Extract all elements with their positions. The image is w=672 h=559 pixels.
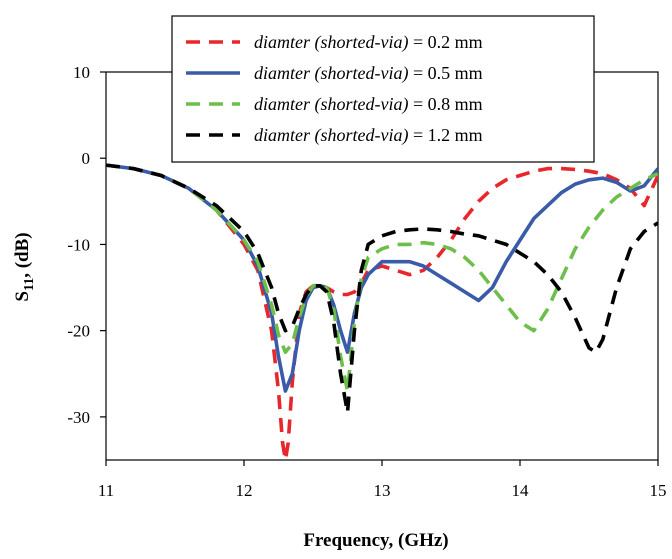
legend-label: diamter (shorted-via) = 0.8 mm: [254, 94, 483, 115]
x-tick-label: 11: [98, 481, 114, 500]
x-axis-title: Frequency, (GHz): [303, 530, 448, 551]
legend-label: diamter (shorted-via) = 1.2 mm: [254, 125, 483, 146]
y-axis-title-sub: 11: [22, 278, 37, 291]
x-tick-label: 15: [650, 481, 667, 500]
y-tick-label: 10: [73, 63, 90, 82]
y-axis-title-tail: , (dB): [12, 232, 33, 277]
series-line-0-5mm: [106, 163, 658, 393]
x-axis-ticks: 11 12 13 14 15: [98, 460, 667, 500]
legend: diamter (shorted-via) = 0.2 mm diamter (s…: [171, 15, 595, 163]
svg-text:S11, (dB): S11, (dB): [12, 232, 37, 301]
y-tick-label: -10: [67, 235, 90, 254]
x-tick-label: 12: [236, 481, 253, 500]
series-line-0-8mm: [106, 163, 658, 393]
y-tick-label: -20: [67, 322, 90, 341]
y-axis-title: S11, (dB): [12, 232, 37, 301]
legend-box: [171, 15, 595, 163]
y-tick-label: -30: [67, 408, 90, 427]
legend-label: diamter (shorted-via) = 0.2 mm: [254, 32, 483, 53]
series-group: [106, 163, 658, 460]
y-tick-label: 0: [82, 149, 91, 168]
series-line-1-2mm: [106, 163, 658, 415]
y-axis-ticks: -30 -20 -10 0 10: [67, 63, 106, 427]
y-axis-title-main: S: [12, 291, 33, 302]
series-line-0-2mm: [106, 163, 658, 460]
x-tick-label: 14: [512, 481, 530, 500]
x-tick-label: 13: [374, 481, 391, 500]
legend-label: diamter (shorted-via) = 0.5 mm: [254, 63, 483, 84]
